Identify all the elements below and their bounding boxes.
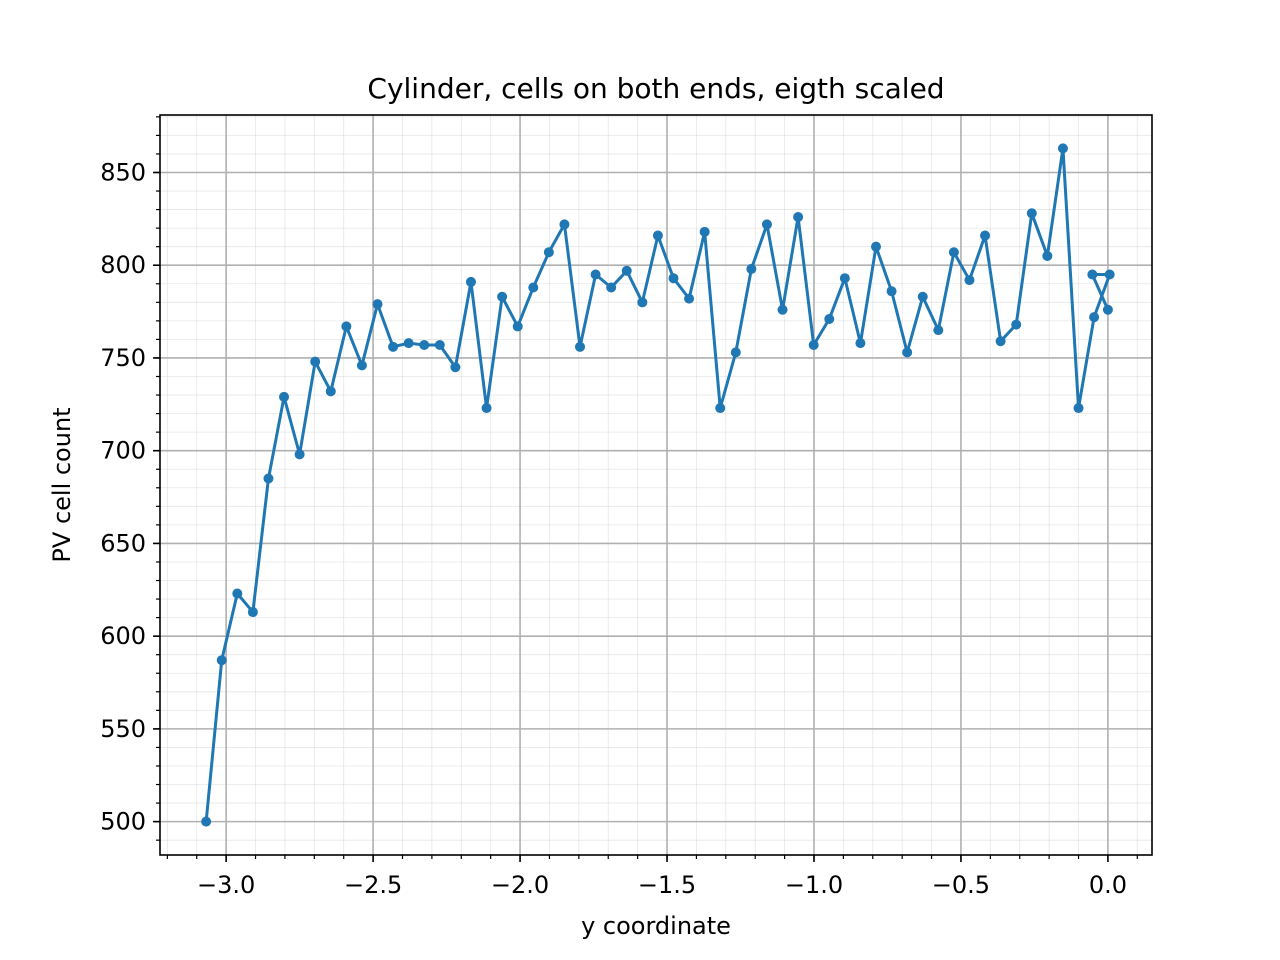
data-point [855,338,866,349]
data-point [232,588,243,599]
data-point [621,265,632,276]
chart-title: Cylinder, cells on both ends, eigth scal… [367,72,944,105]
x-tick-label: −2.5 [344,871,402,899]
data-point [730,347,741,358]
data-point [995,336,1006,347]
data-point [839,273,850,284]
data-point [761,219,772,230]
data-point [1011,319,1022,330]
x-tick-label: −3.0 [197,871,255,899]
data-series [201,143,1115,827]
data-point [637,297,648,308]
data-point [372,299,383,310]
data-point [1073,403,1084,414]
data-point [450,362,461,373]
data-point [1089,312,1100,323]
data-point [528,282,539,293]
plot-area-frame [159,114,1153,856]
data-point [902,347,913,358]
data-point [434,339,445,350]
data-point [247,607,258,618]
data-point [403,338,414,349]
data-point [356,360,367,371]
data-point [964,275,975,286]
data-point [1102,304,1113,315]
x-tick-label: −2.0 [491,871,549,899]
data-point [684,293,695,304]
y-tick-label: 550 [100,715,146,743]
y-tick-label: 850 [100,158,146,186]
data-point [652,230,663,241]
data-point [279,391,290,402]
data-point [341,321,352,332]
data-point [419,339,430,350]
data-point [497,291,508,302]
data-point [746,263,757,274]
data-point [575,341,586,352]
y-tick-label: 500 [100,808,146,836]
data-point [715,403,726,414]
data-point [216,655,227,666]
data-point [1087,269,1098,280]
data-point [933,325,944,336]
data-point [543,247,554,258]
data-point [1104,269,1115,280]
y-tick-label: 750 [100,344,146,372]
data-point [294,449,305,460]
data-point [388,341,399,352]
y-tick-label: 600 [100,622,146,650]
x-tick-label: −0.5 [932,871,990,899]
x-axis-label: y coordinate [581,912,731,940]
data-point [606,282,617,293]
data-point [1042,250,1053,261]
data-point [980,230,991,241]
data-point [886,286,897,297]
data-point [481,403,492,414]
data-point [325,386,336,397]
y-tick-label: 650 [100,529,146,557]
axis-ticks [153,116,1138,862]
data-point [808,339,819,350]
data-point [201,816,212,827]
data-point [590,269,601,280]
data-point [512,321,523,332]
data-point [699,226,710,237]
data-point [465,276,476,287]
y-tick-label: 700 [100,437,146,465]
data-point [824,314,835,325]
data-point [1057,143,1068,154]
data-point [777,304,788,315]
data-point [793,212,804,223]
data-point [263,473,274,484]
data-point [917,291,928,302]
major-grid [160,115,1152,855]
axis-tick-labels: −3.0 −2.5 −2.0 −1.5 −1.0 −0.5 0.0 500 550 600 650 7… [100,158,1127,899]
data-point [668,273,679,284]
y-tick-label: 800 [100,251,146,279]
data-point [310,356,321,367]
data-point [1026,208,1037,219]
x-tick-label: −1.0 [785,871,843,899]
x-tick-label: 0.0 [1089,871,1127,899]
y-axis-label: PV cell count [48,407,76,562]
data-point [559,219,570,230]
data-point [948,247,959,258]
data-point [871,241,882,252]
x-tick-label: −1.5 [638,871,696,899]
